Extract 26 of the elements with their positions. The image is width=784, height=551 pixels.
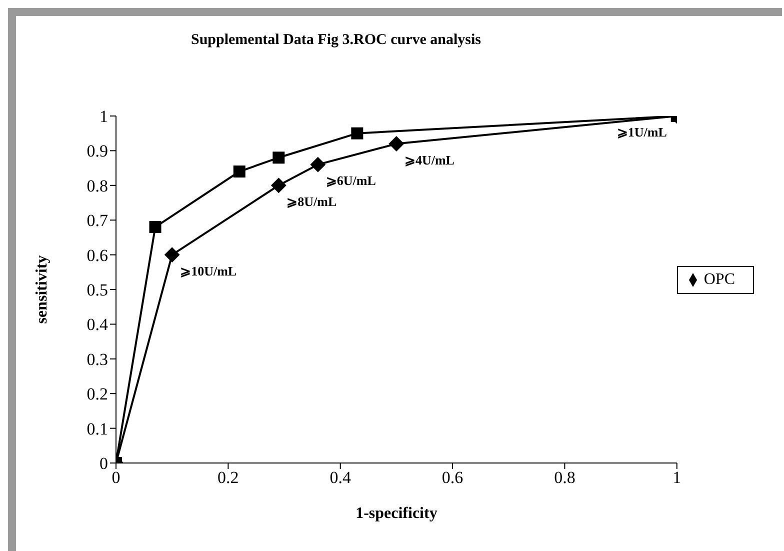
y-tick-label: 0.2 — [86, 384, 108, 404]
x-tick-label: 1 — [672, 468, 682, 488]
chart-title: Supplemental Data Fig 3.ROC curve analysis — [190, 32, 482, 49]
y-tick-label: 0.4 — [86, 315, 108, 334]
y-tick-label: 1 — [100, 107, 108, 126]
y-tick-label: 0.9 — [86, 142, 108, 161]
x-tick-label: 0.2 — [218, 468, 239, 488]
annotation: ⩾10U/mL — [180, 263, 237, 278]
y-tick-label: 0.3 — [86, 350, 108, 369]
y-tick-label: 0.8 — [86, 176, 108, 196]
annotation: ⩾8U/mL — [286, 194, 337, 210]
annotation: ⩾4U/mL — [404, 152, 455, 168]
y-axis-title: sensitivity — [34, 255, 51, 324]
x-tick-label: 0.8 — [554, 468, 576, 488]
x-tick-label: 0.4 — [330, 468, 352, 488]
y-tick-label: 0 — [100, 454, 108, 474]
x-tick-label: 0.6 — [442, 468, 464, 488]
y-tick-label: 0.5 — [86, 280, 108, 300]
y-tick-label: 0.6 — [86, 246, 108, 265]
x-axis-title: 1-specificity — [356, 505, 438, 522]
y-tick-label: 0.1 — [86, 419, 108, 438]
legend-label: OPC — [704, 270, 735, 288]
y-tick-label: 0.7 — [86, 211, 108, 230]
annotation: ⩾6U/mL — [326, 173, 376, 188]
x-tick-label: 0 — [112, 468, 120, 488]
annotation: ⩾1U/mL — [616, 124, 668, 140]
